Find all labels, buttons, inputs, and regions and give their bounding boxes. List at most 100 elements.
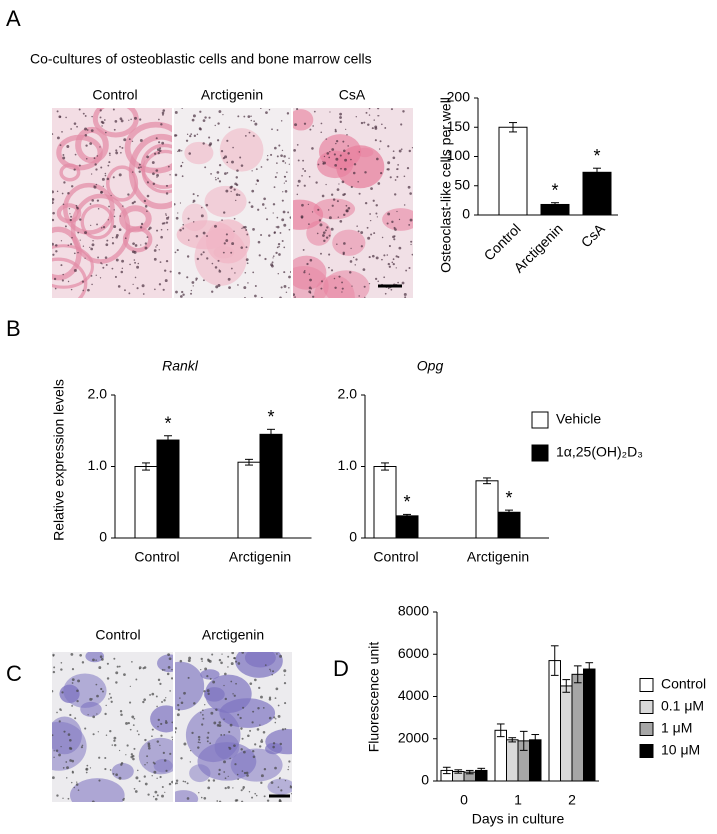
cell [332, 229, 366, 256]
nucleus [350, 185, 353, 189]
nucleus [138, 666, 142, 670]
nucleus [328, 216, 332, 220]
nucleus [207, 658, 210, 661]
nucleus [266, 158, 269, 161]
nucleus [195, 277, 198, 280]
nucleus [86, 764, 89, 767]
nucleus [113, 657, 116, 660]
nucleus [367, 236, 371, 240]
nucleus [53, 756, 55, 758]
nucleus [126, 744, 129, 747]
nucleus [134, 790, 138, 793]
nucleus [224, 697, 228, 701]
nucleus [120, 762, 124, 765]
nucleus [340, 167, 342, 170]
nucleus [232, 146, 234, 149]
nucleus [316, 232, 319, 235]
bar [259, 433, 283, 539]
nucleus [226, 172, 229, 174]
nucleus [66, 145, 70, 148]
nucleus [111, 242, 115, 245]
nucleus [181, 175, 184, 178]
nucleus [139, 118, 142, 121]
nucleus [193, 702, 196, 705]
nucleus [218, 164, 222, 167]
nucleus [195, 234, 199, 238]
micrograph-content [52, 108, 172, 298]
nucleus [156, 794, 159, 797]
nucleus [256, 728, 260, 731]
error-bar [454, 769, 463, 774]
nucleus [264, 257, 267, 261]
error-bar [496, 723, 505, 738]
nucleus [383, 276, 386, 279]
nucleus [260, 774, 264, 778]
nucleus [343, 213, 346, 217]
nucleus [406, 166, 410, 170]
bar [560, 685, 573, 782]
nucleus [273, 186, 276, 189]
nucleus [353, 163, 357, 166]
nucleus [283, 674, 286, 676]
nucleus [196, 133, 199, 136]
y-tick-label: 200 [447, 89, 471, 105]
nucleus [339, 112, 342, 116]
nucleus [378, 148, 381, 150]
nucleus [339, 220, 343, 223]
nucleus [204, 116, 207, 119]
nucleus [132, 754, 135, 758]
nucleus [79, 239, 81, 241]
nucleus [81, 744, 84, 747]
nucleus [334, 286, 337, 290]
nucleus [146, 181, 149, 184]
nucleus [89, 142, 93, 145]
legend-label: Vehicle [556, 411, 601, 427]
nucleus [218, 180, 222, 183]
nucleus [118, 173, 122, 177]
nucleus [297, 179, 301, 183]
nucleus [249, 729, 252, 732]
nucleus [328, 266, 330, 269]
nucleus [115, 258, 119, 262]
nucleus [260, 781, 263, 785]
nucleus [202, 231, 206, 235]
nucleus [218, 724, 222, 728]
nucleus [287, 766, 290, 768]
nucleus [56, 190, 59, 193]
nucleus [98, 756, 101, 759]
nucleus [328, 234, 331, 237]
nucleus [233, 217, 236, 220]
nucleus [118, 749, 121, 752]
nucleus [360, 245, 363, 248]
nucleus [218, 800, 222, 802]
nucleus [393, 235, 396, 238]
nucleus [91, 698, 93, 700]
nucleus [288, 275, 291, 279]
nucleus [387, 145, 390, 148]
nucleus [200, 796, 203, 799]
nucleus [251, 721, 254, 724]
nucleus [226, 161, 229, 164]
error-bar [509, 122, 517, 133]
nucleus [343, 149, 346, 153]
nucleus [215, 708, 218, 711]
nucleus [58, 753, 61, 757]
nucleus [95, 683, 98, 686]
nucleus [128, 292, 131, 295]
nucleus [259, 724, 261, 726]
nucleus [272, 670, 275, 673]
error-bar [267, 428, 275, 440]
nucleus [200, 253, 203, 256]
nucleus [234, 763, 237, 766]
y-tick-label: 0 [462, 206, 470, 222]
nucleus [254, 294, 257, 298]
nucleus [115, 149, 118, 152]
nucleus [129, 728, 132, 731]
nucleus [87, 714, 89, 716]
bar [156, 439, 180, 539]
nucleus [87, 288, 90, 292]
nucleus [227, 666, 229, 668]
nucleus [152, 182, 156, 186]
cell [122, 226, 153, 253]
nucleus [363, 285, 366, 288]
